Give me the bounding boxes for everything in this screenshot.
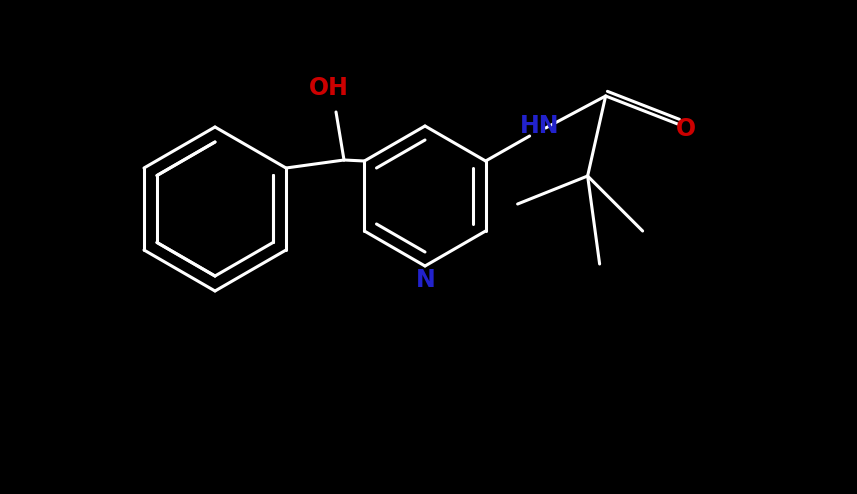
Text: O: O — [675, 117, 696, 141]
Text: HN: HN — [520, 114, 560, 138]
Text: N: N — [417, 268, 436, 292]
Text: OH: OH — [309, 76, 349, 100]
